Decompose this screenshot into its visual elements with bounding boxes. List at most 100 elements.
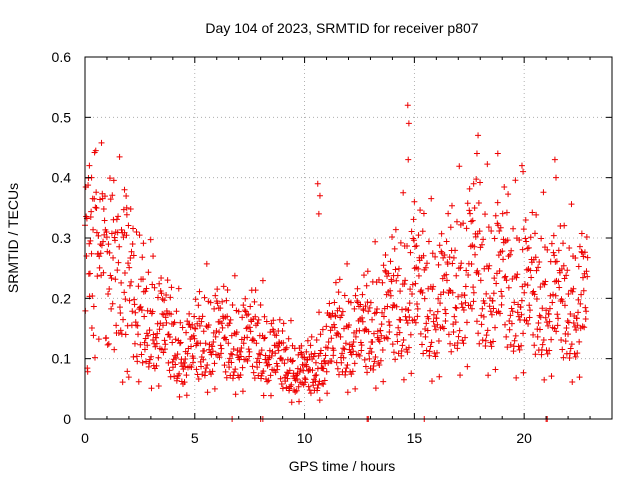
- data-point: [406, 314, 413, 321]
- data-point: [225, 340, 232, 347]
- data-point: [423, 320, 430, 327]
- data-point: [408, 228, 415, 235]
- data-point: [243, 325, 250, 332]
- data-point: [366, 304, 373, 311]
- data-point: [526, 307, 533, 314]
- data-point: [380, 262, 387, 269]
- data-point: [297, 349, 304, 356]
- data-point: [117, 309, 124, 316]
- data-point: [92, 147, 99, 154]
- data-point: [496, 267, 503, 274]
- data-point: [105, 241, 112, 248]
- data-point: [316, 309, 323, 316]
- data-point: [149, 281, 156, 288]
- data-point: [544, 246, 551, 253]
- data-point: [576, 243, 583, 250]
- data-point: [542, 278, 549, 285]
- data-point: [441, 251, 448, 258]
- data-point: [364, 299, 371, 306]
- data-point: [315, 381, 322, 388]
- data-point: [397, 288, 404, 295]
- data-point: [475, 132, 482, 139]
- data-point: [446, 254, 453, 261]
- data-point: [562, 338, 569, 345]
- data-point: [454, 339, 461, 346]
- data-point: [566, 244, 573, 251]
- data-point: [216, 329, 223, 336]
- data-point: [415, 265, 422, 272]
- data-point: [115, 213, 122, 220]
- data-point: [487, 339, 494, 346]
- data-point: [280, 339, 287, 346]
- data-point: [199, 313, 206, 320]
- data-point: [98, 242, 105, 249]
- data-point: [406, 300, 413, 307]
- data-point: [176, 340, 183, 347]
- data-point: [92, 204, 99, 211]
- data-point: [86, 162, 93, 169]
- data-point: [448, 202, 455, 209]
- data-point: [385, 270, 392, 277]
- data-point: [145, 332, 152, 339]
- data-point: [190, 332, 197, 339]
- data-point: [569, 378, 576, 385]
- data-point: [171, 319, 178, 326]
- data-point: [95, 232, 102, 239]
- data-point: [357, 339, 364, 346]
- data-point: [183, 329, 190, 336]
- data-point: [340, 354, 347, 361]
- data-point: [193, 366, 200, 373]
- data-point: [477, 244, 484, 251]
- data-point: [426, 348, 433, 355]
- data-point: [359, 318, 366, 325]
- data-point: [307, 390, 314, 397]
- data-point: [237, 372, 244, 379]
- data-point: [331, 324, 338, 331]
- data-point: [344, 361, 351, 368]
- data-point: [369, 339, 376, 346]
- y-tick-label: 0.5: [52, 109, 72, 125]
- data-point: [156, 326, 163, 333]
- data-point: [531, 342, 538, 349]
- data-point: [204, 389, 211, 396]
- data-point: [514, 271, 521, 278]
- data-point: [146, 360, 153, 367]
- data-point: [174, 375, 181, 382]
- data-point: [147, 236, 154, 243]
- data-point: [160, 322, 167, 329]
- data-point: [141, 339, 148, 346]
- data-point: [268, 352, 275, 359]
- data-point: [101, 217, 108, 224]
- data-point: [125, 260, 132, 267]
- data-point: [296, 369, 303, 376]
- data-point: [340, 325, 347, 332]
- data-point: [217, 305, 224, 312]
- data-point: [523, 317, 530, 324]
- data-point: [522, 235, 529, 242]
- data-point: [389, 341, 396, 348]
- data-point: [508, 320, 515, 327]
- data-point: [213, 328, 220, 335]
- data-point: [365, 350, 372, 357]
- data-point: [219, 298, 226, 305]
- data-point: [372, 353, 379, 360]
- data-point: [488, 228, 495, 235]
- data-point: [113, 322, 120, 329]
- data-point: [122, 331, 129, 338]
- data-point: [428, 378, 435, 385]
- data-point: [473, 176, 480, 183]
- data-point: [372, 385, 379, 392]
- data-point: [435, 261, 442, 268]
- data-point: [453, 218, 460, 225]
- data-point: [150, 253, 157, 260]
- data-point: [528, 274, 535, 281]
- data-point: [412, 319, 419, 326]
- data-point: [184, 350, 191, 357]
- data-point: [509, 308, 516, 315]
- data-point: [420, 350, 427, 357]
- data-point: [253, 340, 260, 347]
- data-point: [252, 287, 259, 294]
- data-point: [382, 269, 389, 276]
- data-point: [214, 286, 221, 293]
